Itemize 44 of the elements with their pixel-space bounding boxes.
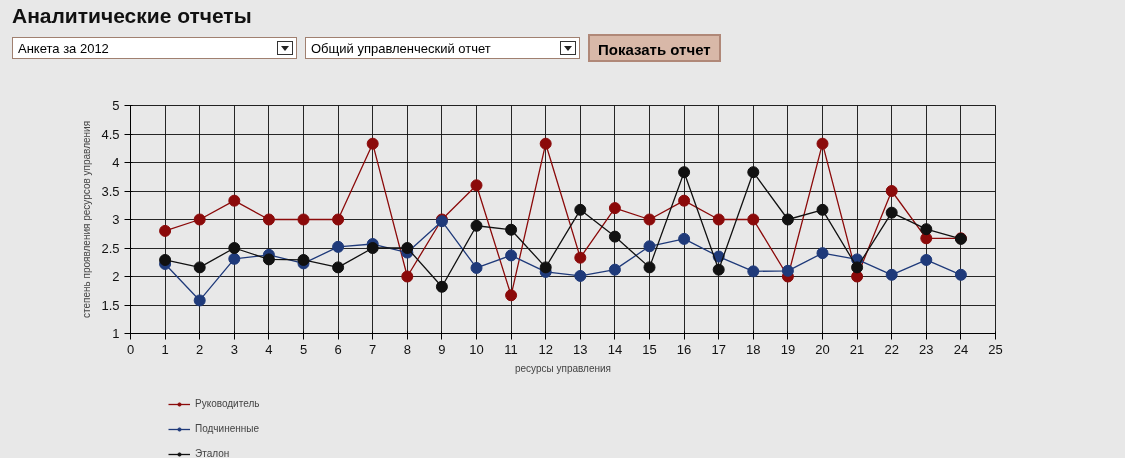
x-tick-label: 15	[642, 341, 657, 357]
text: Анкета за 2012	[12, 37, 297, 59]
x-tick-label: 12	[538, 341, 553, 357]
x-tick-label: 3	[230, 341, 238, 357]
x-tick-label: 13	[573, 341, 588, 357]
y-tick-label: 4	[112, 155, 120, 170]
y-tick-label: 5	[112, 98, 120, 113]
x-tick-label: 18	[746, 341, 761, 357]
y-tick-label: 4.5	[101, 126, 120, 142]
x-tick-label: 19	[780, 341, 796, 357]
y-tick-label: 1	[112, 326, 120, 341]
x-tick-label: 21	[849, 341, 865, 357]
x-tick-label: 9	[438, 341, 446, 357]
text: Показать отчет	[588, 34, 721, 62]
x-tick-label: 1	[161, 341, 169, 357]
x-tick-label: 11	[504, 341, 518, 357]
x-tick-label: 17	[711, 341, 726, 357]
legend-label: Руководитель	[195, 398, 260, 409]
x-tick-label: 7	[369, 341, 377, 357]
x-tick-label: 24	[953, 341, 969, 357]
y-tick-label: 2.5	[101, 240, 120, 256]
legend-label: Эталон	[195, 448, 230, 458]
x-tick-label: 8	[403, 341, 411, 357]
x-tick-label: 0	[126, 341, 135, 357]
legend-label: Подчиненные	[195, 423, 260, 434]
x-axis-title: ресурсы управления	[514, 362, 612, 374]
x-tick-label: 6	[334, 341, 342, 357]
y-tick-label: 2	[112, 269, 120, 284]
y-axis-title: степень проявления ресурсов управления	[81, 120, 93, 319]
y-tick-label: 3.5	[101, 183, 120, 199]
y-tick-label: 3	[112, 212, 120, 227]
x-tick-label: 25	[988, 341, 1003, 357]
x-tick-label: 4	[265, 341, 273, 357]
x-tick-label: 5	[299, 341, 308, 357]
x-tick-label: 22	[884, 341, 899, 357]
x-tick-label: 23	[919, 341, 934, 357]
x-tick-label: 20	[815, 341, 830, 357]
chart-title: Аналитические отчеты	[12, 4, 253, 28]
y-tick-label: 1.5	[101, 297, 120, 313]
text: Общий управленческий отчет	[305, 37, 580, 59]
x-tick-label: 14	[607, 341, 623, 357]
x-tick-label: 16	[676, 341, 692, 357]
x-tick-label: 10	[469, 341, 484, 357]
x-tick-label: 2	[196, 341, 204, 357]
